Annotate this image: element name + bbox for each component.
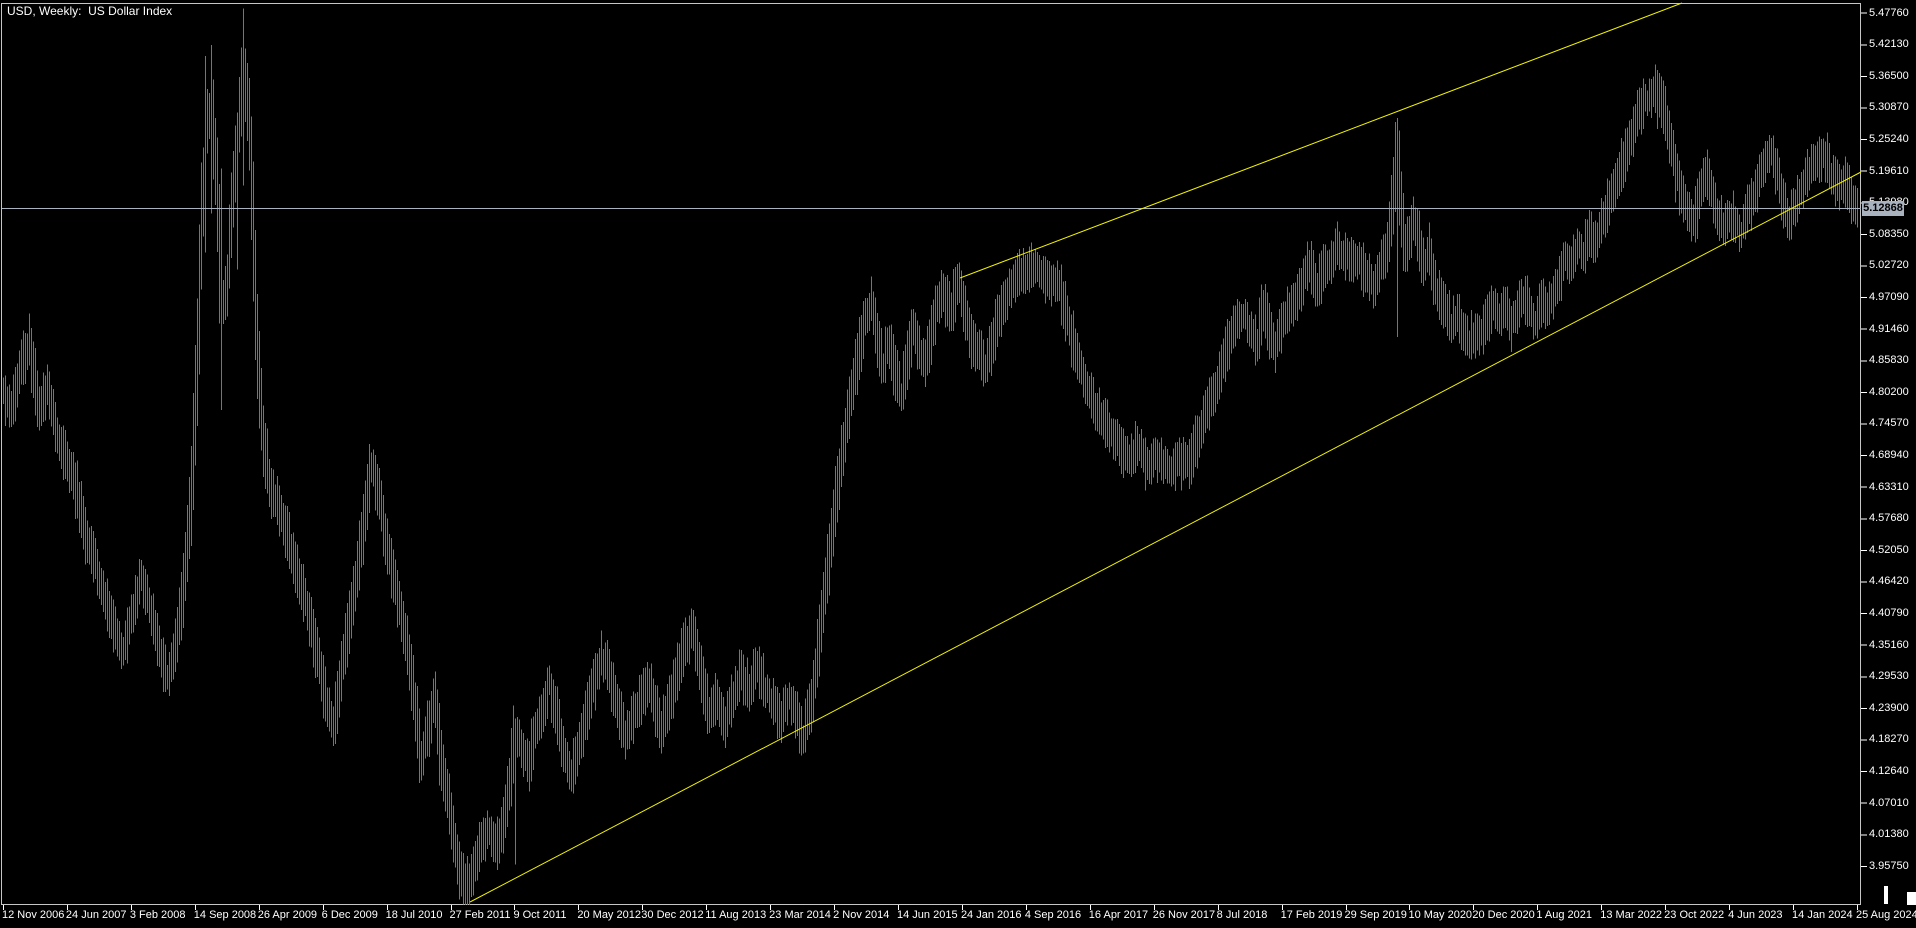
- price-axis-label: 4.85830: [1869, 354, 1909, 367]
- price-axis-label: 4.01380: [1869, 828, 1909, 841]
- time-axis-label: 14 Jan 2024: [1792, 909, 1853, 921]
- time-axis-label: 20 Dec 2020: [1472, 909, 1535, 921]
- price-axis-label: 4.35160: [1869, 638, 1909, 651]
- price-axis-label: 5.36500: [1869, 69, 1909, 82]
- price-axis-label: 4.29530: [1869, 670, 1909, 683]
- chart-title: USD, Weekly: US Dollar Index: [7, 4, 173, 18]
- time-axis-label: 23 Oct 2022: [1664, 909, 1725, 921]
- price-axis-label: 5.47760: [1869, 6, 1909, 19]
- price-axis-label: 4.57680: [1869, 512, 1909, 525]
- price-axis-label: 4.97090: [1869, 291, 1909, 304]
- time-axis-label: 29 Sep 2019: [1344, 909, 1407, 921]
- price-axis-label: 5.08350: [1869, 227, 1909, 240]
- price-axis-label: 5.42130: [1869, 38, 1909, 51]
- time-axis-label: 6 Dec 2009: [321, 909, 378, 921]
- time-axis-label: 4 Sep 2016: [1024, 909, 1082, 921]
- price-axis-label: 4.12640: [1869, 765, 1909, 778]
- time-axis-label: 17 Feb 2019: [1280, 909, 1343, 921]
- time-axis-ticks: [3, 905, 1858, 910]
- time-axis-label: 8 Jul 2018: [1216, 909, 1268, 921]
- time-axis-label: 30 Dec 2012: [641, 909, 704, 921]
- time-axis-label: 16 Apr 2017: [1088, 909, 1149, 921]
- time-axis-label: 10 May 2020: [1408, 909, 1473, 921]
- time-axis-label: 1 Aug 2021: [1536, 909, 1592, 921]
- time-axis-label: 24 Jun 2007: [65, 909, 127, 921]
- time-axis-label: 14 Sep 2008: [193, 909, 257, 921]
- price-axis-label: 5.30870: [1869, 101, 1909, 114]
- time-axis-label: 2 Nov 2014: [833, 909, 890, 921]
- time-axis-label: 9 Oct 2011: [513, 909, 567, 921]
- price-axis-label: 4.80200: [1869, 385, 1909, 398]
- time-axis-label: 25 Aug 2024: [1855, 909, 1916, 921]
- time-axis-label: 18 Jul 2010: [385, 909, 443, 921]
- time-axis-label: 26 Apr 2009: [257, 909, 318, 921]
- price-axis-label: 5.19610: [1869, 164, 1909, 177]
- time-axis-label: 23 Mar 2014: [769, 909, 831, 921]
- time-axis-label: 24 Jan 2016: [960, 909, 1022, 921]
- trendline-channel-lower[interactable]: [469, 171, 1862, 903]
- price-axis-label: 4.40790: [1869, 607, 1909, 620]
- price-axis-label: 3.95750: [1869, 859, 1909, 872]
- time-axis-label: 20 May 2012: [577, 909, 641, 921]
- price-axis-label: 4.07010: [1869, 796, 1909, 809]
- time-axis-label: 27 Feb 2011: [449, 909, 511, 921]
- price-axis-label: 4.18270: [1869, 733, 1909, 746]
- time-axis-label: 3 Feb 2008: [129, 909, 186, 921]
- price-axis-label: 4.46420: [1869, 575, 1909, 588]
- time-axis-label: 11 Aug 2013: [705, 909, 767, 921]
- price-axis-label: 4.23900: [1869, 701, 1909, 714]
- time-axis-label: 13 Mar 2022: [1600, 909, 1663, 921]
- price-axis-label: 5.02720: [1869, 259, 1909, 272]
- current-price-tag: 5.12868: [1862, 201, 1904, 216]
- corner-grip-icon[interactable]: [1907, 892, 1916, 905]
- price-axis-label: 4.91460: [1869, 322, 1909, 335]
- price-axis-label: 4.74570: [1869, 417, 1909, 430]
- time-axis-label: 12 Nov 2006: [2, 909, 65, 921]
- plot-border: [1, 3, 1861, 905]
- time-axis-label: 14 Jun 2015: [897, 909, 958, 921]
- trendline-channel-upper[interactable]: [959, 2, 1683, 279]
- time-axis-label: 4 Jun 2023: [1728, 909, 1783, 921]
- axis-end-marker: [1884, 886, 1888, 904]
- time-axis-label: 26 Nov 2017: [1152, 909, 1216, 921]
- price-axis-label: 4.52050: [1869, 543, 1909, 556]
- price-bars: [3, 8, 1858, 906]
- price-axis-label: 4.68940: [1869, 449, 1909, 462]
- price-axis-label: 5.25240: [1869, 133, 1909, 146]
- price-axis-label: 4.63310: [1869, 480, 1909, 493]
